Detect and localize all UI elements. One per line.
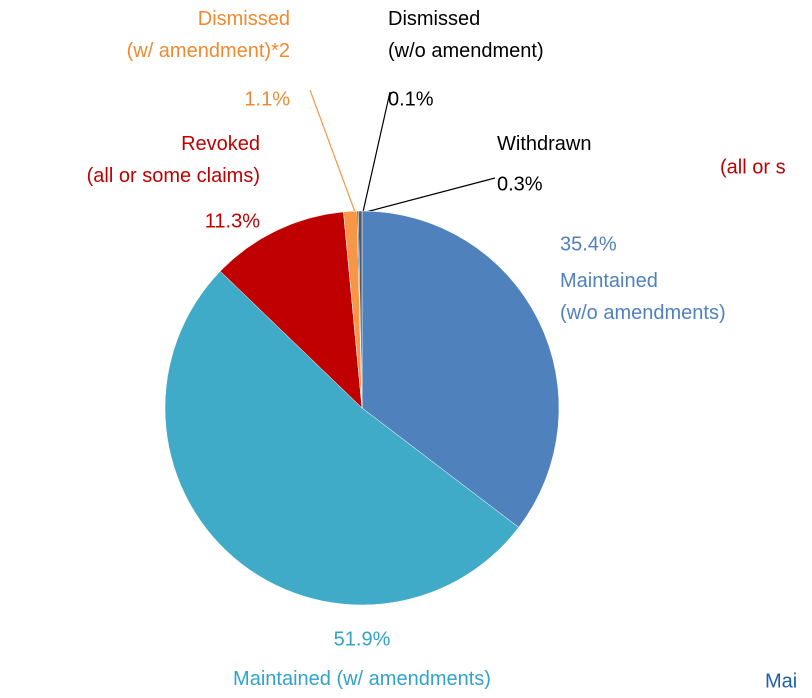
value-label: 1.1% (244, 88, 290, 110)
value-label: 51.9% (334, 628, 391, 650)
pie-slice (361, 210, 560, 528)
value-label: 0.3% (497, 173, 543, 195)
leader-line (309, 89, 356, 213)
pie-slice (358, 210, 363, 409)
slice-label: Withdrawn (497, 133, 591, 155)
slice-label: Revoked (all or some claims) (87, 133, 260, 187)
value-label: 35.4% (560, 233, 617, 255)
slice-label: Maintained (w/ amendments) (233, 668, 491, 690)
value-label: 11.3% (205, 210, 260, 232)
value-label: 0.1% (388, 88, 434, 110)
slice-label: Dismissed (w/ amendment)*2 (127, 8, 290, 62)
slice-label: Maintained (w/o amendments) (560, 270, 726, 324)
pie-slice (164, 270, 520, 606)
leader-line (365, 177, 496, 213)
pie-slice (219, 211, 363, 409)
leader-line (362, 91, 391, 213)
slice-label: Dismissed (w/o amendment) (388, 8, 544, 62)
annotation: Mai (765, 670, 797, 692)
annotation: (all or s (720, 156, 786, 178)
